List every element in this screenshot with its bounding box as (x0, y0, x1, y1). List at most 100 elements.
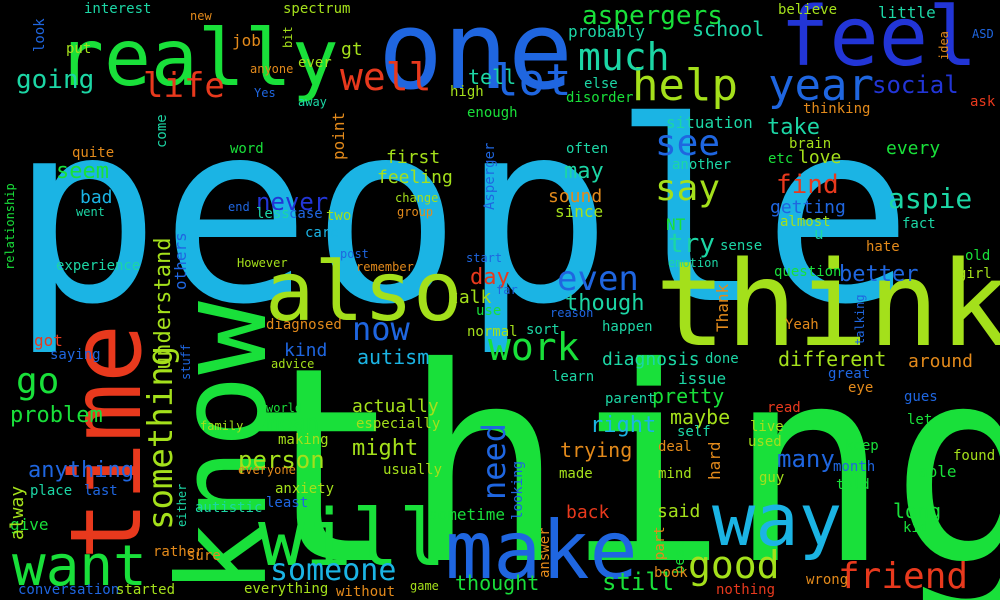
word-especially: especially (356, 416, 440, 432)
word-year: year (768, 60, 874, 111)
word-may: may (564, 159, 604, 184)
word-feeling: feeling (377, 167, 453, 188)
word-aspergers: aspergers (582, 1, 723, 31)
word-social: social (872, 71, 959, 99)
word-idea: idea (937, 31, 951, 60)
word-actually: actually (352, 396, 439, 417)
word-good: good (688, 543, 780, 587)
word-trying: trying (560, 438, 632, 462)
word-understand: understand (151, 238, 176, 370)
word-sometime: sometime (428, 505, 505, 524)
word-go: go (16, 361, 59, 402)
word-game: game (410, 579, 439, 593)
word-etc: etc (768, 151, 793, 167)
word-take: take (767, 115, 820, 140)
word-love: love (798, 147, 841, 168)
word-diagnosis: diagnosis (602, 349, 700, 370)
word-really: really (57, 14, 339, 104)
word-bit: bit (281, 26, 295, 48)
word-keep: keep (845, 438, 879, 454)
word-mind: mind (658, 466, 692, 482)
word-look: look (32, 18, 48, 52)
word-maybe: maybe (670, 405, 730, 429)
word-almost: almost (780, 214, 831, 230)
word-anxiety: anxiety (275, 481, 334, 497)
word-however: However (237, 256, 288, 270)
word-going: going (16, 65, 94, 95)
word-happen: happen (602, 319, 653, 335)
word-kind: kind (284, 340, 327, 361)
word-want: want (12, 534, 147, 599)
word-quite: quite (72, 145, 114, 161)
word-find: find (776, 170, 839, 200)
word-without: without (336, 584, 395, 600)
word-mean: mean (266, 411, 319, 436)
word-book: book (654, 565, 688, 581)
word-need: need (475, 423, 513, 500)
word-believe: believe (778, 2, 837, 18)
word-someone: someone (270, 553, 396, 588)
word-pretty: pretty (652, 384, 724, 408)
word-case: case (289, 206, 323, 222)
word-first: first (386, 147, 440, 168)
word-family: family (200, 419, 243, 433)
word-see: see (655, 123, 720, 164)
word-probably: probably (568, 22, 645, 41)
word-know: know (152, 301, 294, 595)
word-learn: learn (552, 369, 594, 385)
word-sure: sure (187, 548, 221, 564)
word-remember: remember (356, 260, 414, 274)
word-bad: bad (80, 187, 113, 208)
word-now: now (352, 310, 411, 348)
word-told: told (836, 477, 870, 493)
word-aspie: aspie (888, 182, 972, 215)
word-used: used (748, 434, 782, 450)
word-use: use (476, 303, 501, 319)
word-anyone: anyone (250, 62, 293, 76)
word-never: never (256, 188, 328, 216)
word-else: else (584, 76, 618, 92)
word-help: help (632, 60, 738, 111)
word-care: care (305, 225, 339, 241)
word-experience: experience (56, 258, 140, 274)
word-way: way (712, 478, 842, 562)
word-though: though (565, 291, 644, 316)
word-hard: hard (705, 441, 724, 480)
word-many: many (777, 445, 835, 473)
word-right: right (590, 413, 656, 438)
word-fact: fact (902, 216, 936, 232)
word-able: able (918, 462, 957, 481)
word-sort: sort (526, 322, 560, 338)
word-word: word (230, 141, 264, 157)
word-thought: thought (455, 571, 539, 595)
word-girl: girl (958, 266, 992, 282)
word-tell: tell (468, 65, 516, 89)
word-situation: situation (666, 113, 753, 132)
word-say: say (655, 168, 720, 209)
word-best: best (672, 540, 688, 574)
word-put: put (66, 41, 91, 57)
word-feel: feel (780, 0, 977, 85)
word-gues: gues (904, 389, 938, 405)
word-life: life (143, 66, 225, 106)
word-deal: deal (658, 439, 692, 455)
word-try: try (668, 229, 715, 259)
word-new: new (190, 9, 212, 23)
word-everyone: everyone (238, 463, 296, 477)
word-great: great (828, 366, 870, 382)
word-something: something (141, 346, 181, 530)
word-every: every (886, 138, 940, 159)
word-looking: looking (510, 461, 526, 520)
word-done: done (705, 351, 739, 367)
word-away: away (298, 95, 327, 109)
word-eye: eye (848, 380, 873, 396)
word-thank: Thank (713, 283, 732, 332)
word-school: school (692, 17, 764, 41)
word-anything: anything (28, 458, 134, 483)
word-asperger: Asperger (482, 143, 498, 210)
word-talk: talk (448, 287, 492, 308)
word-post: post (340, 247, 369, 261)
word-u: u (814, 224, 824, 243)
word-much: much (578, 35, 670, 79)
